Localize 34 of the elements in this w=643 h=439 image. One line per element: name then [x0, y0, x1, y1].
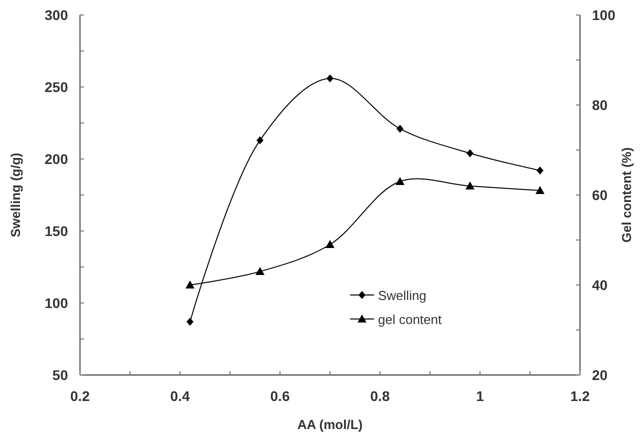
point	[396, 124, 404, 133]
point	[326, 74, 334, 82]
y-tick-label: 150	[44, 223, 68, 239]
y-tick-label: 100	[44, 295, 68, 311]
y-axis-title: Swelling (g/g)	[8, 152, 23, 238]
point	[536, 186, 544, 194]
y-tick-label: 50	[52, 367, 68, 383]
x-axis-title: AA (mol/L)	[297, 417, 363, 432]
point	[186, 318, 194, 326]
x-tick-label: 0.2	[70, 388, 90, 404]
x-tick-label: 1	[476, 388, 484, 404]
y2-tick-label: 60	[592, 187, 608, 203]
x-tick-label: 0.6	[270, 388, 290, 404]
y2-tick-label: 100	[592, 7, 616, 23]
point	[396, 177, 404, 185]
point	[256, 136, 264, 144]
point	[186, 280, 194, 288]
y-tick-label: 200	[44, 151, 68, 167]
point	[466, 149, 474, 158]
x-tick-label: 0.4	[170, 388, 190, 404]
y2-tick-label: 80	[592, 97, 608, 113]
y-tick-label: 300	[44, 7, 68, 23]
point	[326, 240, 334, 248]
point	[536, 166, 544, 175]
y2-axis-title: Gel content (%)	[619, 147, 634, 243]
y2-tick-label: 40	[592, 277, 608, 293]
point	[256, 267, 264, 275]
point	[466, 182, 474, 190]
y2-tick-label: 20	[592, 367, 608, 383]
legend-label: gel content	[378, 312, 442, 327]
y-tick-label: 250	[44, 79, 68, 95]
x-tick-label: 0.8	[370, 388, 390, 404]
legend-label: Swelling	[378, 288, 426, 303]
x-tick-label: 1.2	[570, 388, 590, 404]
